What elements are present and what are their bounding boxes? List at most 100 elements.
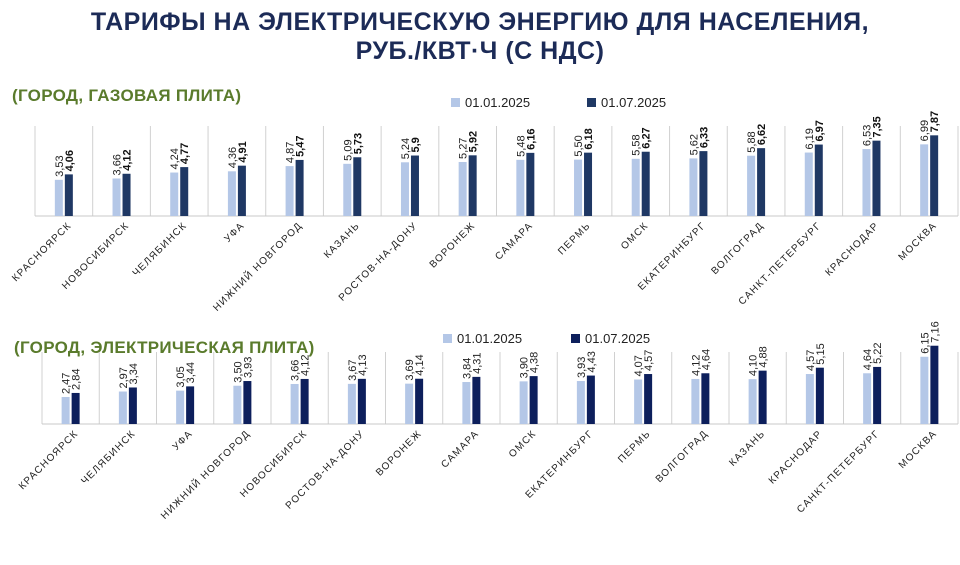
data-label: 3,44 <box>185 362 197 383</box>
bar-jan <box>462 382 471 424</box>
category-label: УФА <box>171 428 196 453</box>
category-label: ПЕРМЬ <box>616 428 653 465</box>
data-label: 5,58 <box>631 134 643 155</box>
bar-jan <box>290 383 299 424</box>
bar-jan <box>227 171 236 216</box>
bar-jul <box>815 367 824 424</box>
data-label: 4,10 <box>748 355 760 376</box>
bar-jan <box>405 383 414 424</box>
data-label: 4,24 <box>169 148 181 169</box>
page-subtitle-units: РУБ./КВТ·Ч (С НДС) <box>355 37 605 65</box>
data-label: 3,05 <box>175 366 187 387</box>
bar-jul <box>122 173 131 216</box>
data-label: 5,24 <box>400 138 412 159</box>
bar-jul <box>353 157 362 216</box>
bar-jan <box>519 381 528 424</box>
chart-gas-stove: 3,534,06КРАСНОЯРСК3,664,12НОВОСИБИРСК4,2… <box>10 111 959 314</box>
data-label: 5,50 <box>573 135 585 156</box>
bar-jul <box>757 148 766 216</box>
data-label: 4,77 <box>179 143 191 164</box>
chart-electric-stove: 2,472,84КРАСНОЯРСК2,973,34ЧЕЛЯБИНСК3,053… <box>17 321 959 522</box>
data-label: 4,57 <box>805 350 817 371</box>
data-label: 2,84 <box>71 369 83 390</box>
data-label: 6,62 <box>756 124 768 145</box>
bar-jul <box>701 373 710 424</box>
bar-jan <box>920 356 929 424</box>
bar-jan <box>176 390 185 424</box>
bar-jul <box>814 144 823 216</box>
data-label: 6,27 <box>641 127 653 148</box>
bar-jul <box>295 159 304 216</box>
data-label: 6,33 <box>698 127 710 148</box>
bar-jan <box>285 166 294 216</box>
bar-jan <box>516 159 525 216</box>
bar-jul <box>873 366 882 424</box>
bar-jan <box>118 391 127 424</box>
data-label: 4,64 <box>862 349 874 370</box>
bar-jul <box>930 345 939 424</box>
chart1-legend-item-b: 01.07.2025 <box>587 95 666 110</box>
chart2-legend-item-a: 01.01.2025 <box>443 331 522 346</box>
bar-jul <box>468 155 477 216</box>
category-label: КРАСНОЯРСК <box>17 428 81 492</box>
data-label: 4,13 <box>357 354 369 375</box>
bar-jan <box>576 381 585 424</box>
data-label: 3,67 <box>347 359 359 380</box>
data-label: 3,69 <box>404 359 416 380</box>
bar-jul <box>644 374 653 424</box>
legend-swatch-dark <box>587 98 596 107</box>
bar-jan <box>631 158 640 216</box>
bar-jul <box>64 174 73 216</box>
data-label: 6,15 <box>919 332 931 353</box>
data-label: 5,88 <box>746 131 758 152</box>
category-label: ЧЕЛЯБИНСК <box>131 220 190 279</box>
category-label: ВОЛГОГРАД <box>710 220 767 277</box>
category-label: НИЖНИЙ НОВГОРОД <box>210 219 305 314</box>
data-label: 7,35 <box>871 116 883 137</box>
data-label: 2,97 <box>118 367 130 388</box>
category-label: КРАСНОЯРСК <box>10 220 74 284</box>
data-label: 2,47 <box>61 373 73 394</box>
chart2-title: (ГОРОД, ЭЛЕКТРИЧЕСКАЯ ПЛИТА) <box>14 338 315 357</box>
bar-jul <box>300 378 309 424</box>
bar-jan <box>347 383 356 424</box>
chart1-legend-item-a: 01.01.2025 <box>451 95 530 110</box>
category-label: САМАРА <box>493 220 535 262</box>
bar-jul <box>128 387 137 424</box>
bar-jan <box>920 144 929 216</box>
data-label: 6,53 <box>861 125 873 146</box>
category-label: КАЗАНЬ <box>322 220 362 260</box>
data-label: 6,18 <box>583 128 595 149</box>
data-label: 6,19 <box>804 128 816 149</box>
legend-swatch-dark <box>571 334 580 343</box>
bar-jul <box>641 151 650 216</box>
category-label: НИЖНИЙ НОВГОРОД <box>158 427 253 522</box>
category-label: КРАСНОДАР <box>767 428 825 486</box>
chart2-legend-item-b: 01.07.2025 <box>571 331 650 346</box>
data-label: 3,53 <box>54 155 66 176</box>
data-label: 7,16 <box>929 321 941 342</box>
legend-swatch-light <box>451 98 460 107</box>
bar-jul <box>357 378 366 424</box>
category-label: УФА <box>222 220 247 245</box>
bar-jan <box>112 178 121 216</box>
category-label: КРАСНОДАР <box>823 220 881 278</box>
category-label: МОСКВА <box>897 428 940 471</box>
bar-jan <box>863 373 872 424</box>
bar-jan <box>458 161 467 216</box>
data-label: 4,12 <box>300 355 312 376</box>
bar-jul <box>243 381 252 424</box>
category-label: ПЕРМЬ <box>556 220 593 257</box>
data-label: 3,93 <box>576 357 588 378</box>
bar-jan <box>61 396 70 424</box>
data-label: 4,06 <box>64 150 76 171</box>
bar-jan <box>54 179 63 216</box>
legend-swatch-light <box>443 334 452 343</box>
data-label: 3,34 <box>128 363 140 384</box>
data-label: 5,62 <box>688 134 700 155</box>
bar-jan <box>574 159 583 216</box>
chart1-title: (ГОРОД, ГАЗОВАЯ ПЛИТА) <box>12 86 242 105</box>
bar-jan <box>805 374 814 424</box>
legend-label: 01.07.2025 <box>601 95 667 110</box>
data-label: 3,93 <box>242 357 254 378</box>
